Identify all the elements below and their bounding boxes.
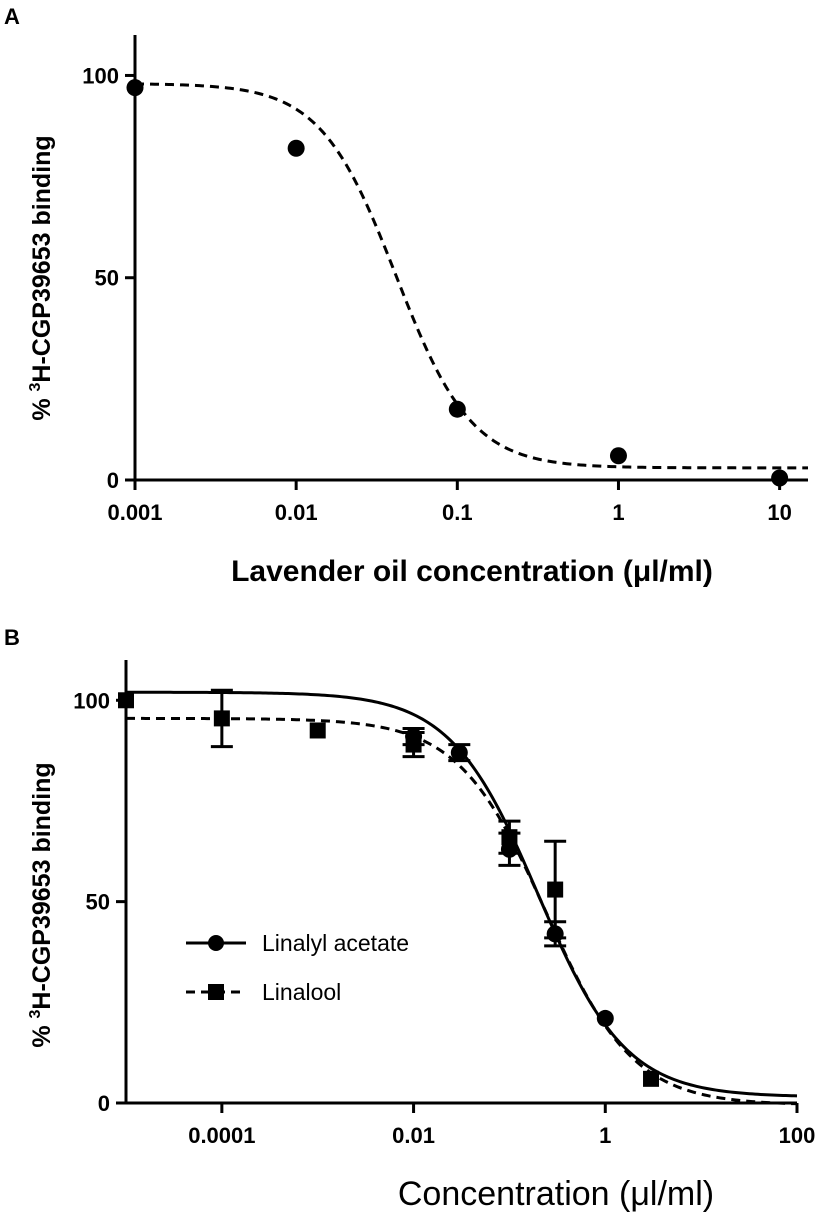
panel-a-data-point-circle	[287, 139, 305, 157]
panel-b-y-tick-label: 50	[86, 890, 110, 915]
panel-b-data-point-square	[547, 881, 564, 898]
panel-b-x-axis-label: Concentration (μl/ml)	[398, 1175, 714, 1213]
panel-b-data-point-square	[118, 692, 134, 709]
panel-a-y-tick-label: 0	[107, 468, 119, 493]
panel-b-x-tick-label: 100	[779, 1123, 816, 1148]
panel-a-x-tick-label: 10	[767, 500, 791, 525]
panel-a-ylabel-prefix: %	[28, 391, 56, 420]
panel-b-x-tick-label: 0.01	[392, 1123, 435, 1148]
panel-b-y-tick-label: 100	[73, 688, 110, 713]
panel-a: A % 3H-CGP39653 binding Lavender oil con…	[4, 4, 808, 588]
panel-b-data-point-square	[405, 736, 422, 753]
panel-b-ylabel-sup: 3	[27, 1009, 44, 1018]
panel-a-data-point-circle	[448, 400, 466, 418]
panel-b-data-point-square	[213, 710, 230, 727]
panel-a-ylabel-sup: 3	[27, 382, 44, 391]
panel-b-legend: Linalyl acetate Linalool	[186, 930, 409, 1005]
panel-b-data-point-square	[643, 1070, 660, 1087]
panel-a-y-tick-label: 100	[82, 63, 119, 88]
panel-b-data-point-square	[309, 722, 326, 739]
panel-b-data-point-circle	[596, 1009, 614, 1027]
panel-a-data-point-circle	[609, 447, 627, 465]
panel-b-letter: B	[4, 625, 20, 650]
panel-a-fit-curve-0	[134, 82, 808, 470]
panel-b-ylabel-prefix: %	[28, 1018, 56, 1047]
panel-a-data-point-circle	[126, 79, 144, 97]
panel-b-data-point-circle	[450, 744, 468, 762]
panel-a-plot-area: 0 50 100 0.001 0.01 0.1 1 10	[82, 35, 808, 525]
legend-linalyl-acetate-marker	[208, 935, 224, 951]
panel-b-y-tick-label: 0	[98, 1091, 110, 1116]
panel-b-x-tick-label: 1	[599, 1123, 611, 1148]
panel-a-letter: A	[4, 4, 20, 29]
panel-b-plot-area: 0 50 100 0.0001 0.01 1 100	[73, 660, 815, 1148]
panel-b-y-axis-label: % 3H-CGP39653 binding	[27, 762, 56, 1047]
panel-a-x-tick-label: 0.01	[275, 500, 318, 525]
panel-a-ylabel-main: H-CGP39653 binding	[28, 135, 56, 382]
panel-a-y-tick-label: 50	[95, 266, 119, 291]
legend-linalool-marker	[208, 984, 224, 1000]
panel-a-y-axis-label: % 3H-CGP39653 binding	[27, 135, 56, 420]
panel-b: B % 3H-CGP39653 binding Concentration (μ…	[4, 625, 815, 1213]
panel-b-fit-curve-1	[126, 716, 798, 1106]
panel-a-data-point-circle	[771, 469, 789, 487]
panel-a-x-axis-label: Lavender oil concentration (μl/ml)	[231, 555, 713, 588]
panel-b-x-tick-label: 0.0001	[188, 1123, 255, 1148]
panel-b-ylabel-main: H-CGP39653 binding	[28, 762, 56, 1009]
panel-a-x-tick-label: 0.001	[107, 500, 162, 525]
panel-b-data-point-square	[501, 829, 518, 846]
panel-a-x-tick-label: 1	[612, 500, 624, 525]
panel-a-x-tick-label: 0.1	[442, 500, 473, 525]
legend-linalyl-acetate-label: Linalyl acetate	[262, 930, 409, 956]
legend-linalool-label: Linalool	[262, 979, 341, 1005]
